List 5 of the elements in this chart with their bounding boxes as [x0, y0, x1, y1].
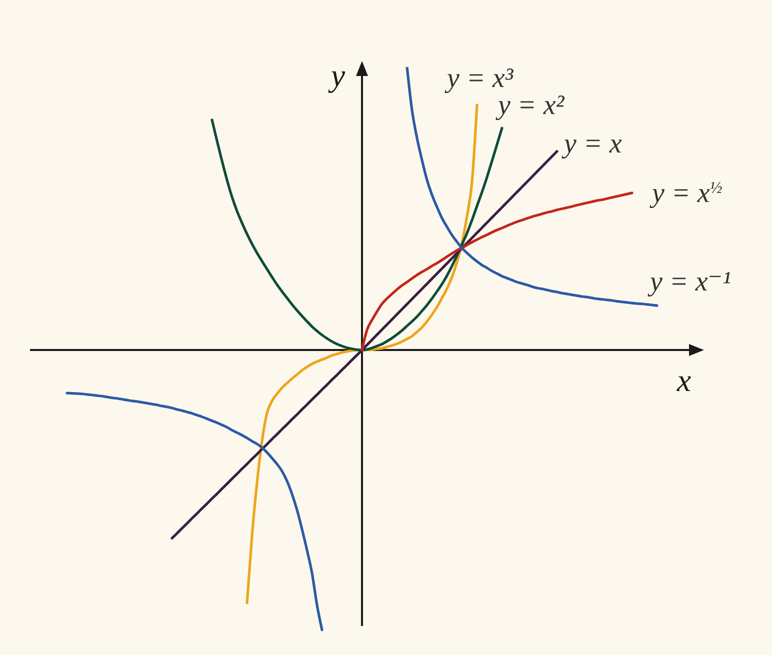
series-label: y = x$^{½}$	[649, 177, 723, 209]
x-axis-title: x	[676, 362, 692, 398]
series-label: y = x	[561, 128, 622, 160]
y-axis-title: y	[328, 57, 346, 93]
series-label: y = x⁻¹	[647, 266, 731, 298]
